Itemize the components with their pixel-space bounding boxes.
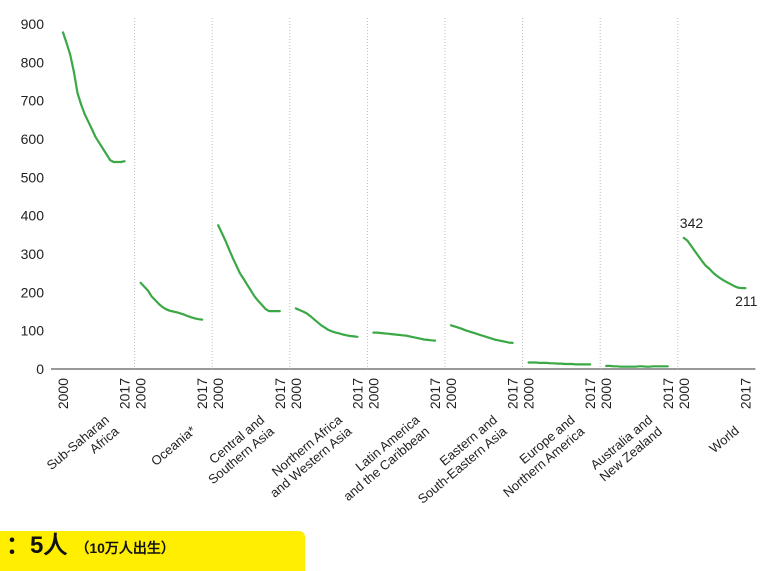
y-tick-label: 300 bbox=[21, 246, 45, 262]
x-tick-label: 2017 bbox=[349, 378, 365, 409]
series-line bbox=[372, 331, 437, 342]
x-tick-label: 2000 bbox=[598, 378, 614, 409]
data-label: 211 bbox=[735, 293, 758, 309]
data-label: 342 bbox=[680, 215, 704, 231]
region-label: Central andSouthern Asia bbox=[196, 412, 278, 488]
series-line bbox=[449, 324, 514, 344]
series-line bbox=[294, 307, 359, 338]
y-axis: 0 100 200 300 400 500 600 700 800 900 bbox=[21, 16, 45, 377]
y-tick-label: 600 bbox=[21, 131, 45, 147]
x-tick-label: 2017 bbox=[427, 378, 443, 409]
x-tick-label: 2000 bbox=[365, 378, 381, 409]
series-line bbox=[61, 31, 126, 164]
x-tick-label: 2000 bbox=[521, 378, 537, 409]
series-line bbox=[605, 364, 669, 368]
y-tick-label: 900 bbox=[21, 16, 45, 32]
x-tick-label: 2000 bbox=[676, 378, 692, 409]
series-line bbox=[139, 281, 204, 321]
overlay-banner-sub-text: （10万人出生） bbox=[75, 540, 175, 556]
y-tick-label: 400 bbox=[21, 208, 45, 224]
x-tick-label: 2000 bbox=[210, 378, 226, 409]
x-tick-label: 2017 bbox=[272, 378, 288, 409]
y-tick-label: 500 bbox=[21, 169, 45, 185]
series-line bbox=[682, 236, 747, 290]
x-tick-label: 2000 bbox=[55, 378, 71, 409]
x-tick-label: 2000 bbox=[133, 378, 149, 409]
x-tick-label: 2017 bbox=[582, 378, 598, 409]
x-tick-label: 2017 bbox=[737, 378, 753, 409]
y-tick-label: 0 bbox=[36, 361, 44, 377]
x-tick-label: 2017 bbox=[660, 378, 676, 409]
region-label: Sub-SaharanAfrica bbox=[44, 412, 123, 485]
overlay-banner-main-text: ：5人 bbox=[6, 532, 68, 559]
panel: 2000 2017 Sub-SaharanAfrica bbox=[44, 18, 136, 485]
series-line bbox=[217, 224, 281, 313]
y-tick-label: 700 bbox=[21, 93, 45, 109]
region-label: Australia andNew Zealand bbox=[587, 412, 665, 484]
region-label: Oceania* bbox=[148, 423, 199, 469]
panel: 2000 2017 Oceania* bbox=[133, 18, 213, 469]
x-tick-label: 2000 bbox=[443, 378, 459, 409]
y-tick-label: 800 bbox=[21, 54, 45, 70]
panel: 2000 2017 World bbox=[676, 236, 756, 456]
y-tick-label: 100 bbox=[21, 323, 45, 339]
x-tick-label: 2017 bbox=[194, 378, 210, 409]
series-line bbox=[527, 361, 592, 366]
y-tick-label: 200 bbox=[21, 284, 45, 300]
overlay-banner: ：5人 （10万人出生） bbox=[0, 531, 305, 571]
region-label: World bbox=[706, 423, 741, 456]
x-tick-label: 2017 bbox=[505, 378, 521, 409]
region-label: Europe andNorthern America bbox=[490, 412, 587, 500]
x-tick-label: 2017 bbox=[117, 378, 133, 409]
x-tick-label: 2000 bbox=[288, 378, 304, 409]
region-label: Northern Africaand Western Asia bbox=[257, 412, 355, 501]
